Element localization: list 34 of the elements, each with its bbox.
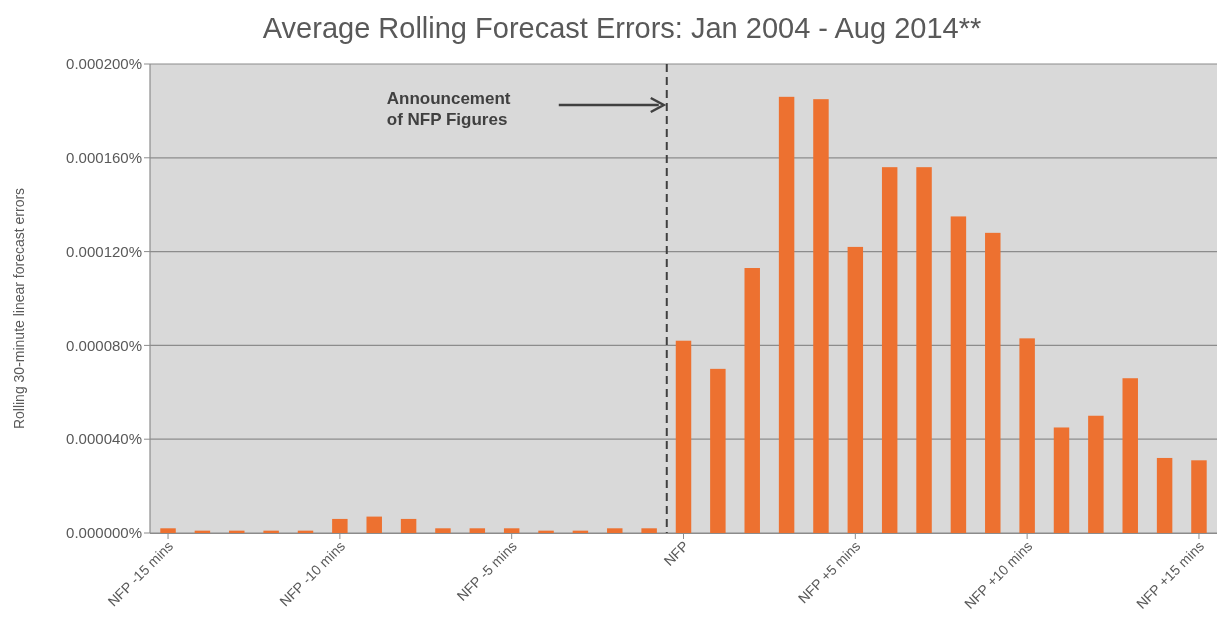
y-tick-label: 0.000000% xyxy=(66,524,142,542)
bar xyxy=(160,528,176,533)
y-tick-label: 0.000160% xyxy=(66,149,142,167)
chart-title: Average Rolling Forecast Errors: Jan 2004 - Aug 2014** xyxy=(262,12,982,44)
bar xyxy=(469,528,486,533)
y-tick-label: 0.000080% xyxy=(66,336,142,354)
bar xyxy=(916,167,932,533)
bar xyxy=(366,516,382,533)
bar xyxy=(813,99,829,533)
bar xyxy=(1019,338,1035,533)
bar xyxy=(744,268,760,533)
bar xyxy=(1191,460,1207,533)
bar xyxy=(778,96,795,533)
bar xyxy=(710,368,726,533)
bar xyxy=(1053,427,1070,533)
bar xyxy=(675,340,692,533)
bar xyxy=(435,528,451,533)
y-tick-label: 0.000040% xyxy=(66,430,142,448)
y-tick-label: 0.000200% xyxy=(66,55,142,73)
bar xyxy=(950,216,967,533)
bar xyxy=(985,232,1001,533)
bar xyxy=(503,528,520,533)
bar xyxy=(400,518,417,533)
ref-line-label: Announcement of NFP Figures xyxy=(386,89,511,129)
bar xyxy=(332,518,348,533)
bar xyxy=(1088,415,1104,533)
y-tick-label: 0.000120% xyxy=(66,242,142,260)
bar xyxy=(847,246,864,533)
bar xyxy=(1122,378,1138,533)
bar xyxy=(641,528,657,533)
y-axis-title: Rolling 30-minute linear forecast errors xyxy=(11,187,27,430)
bar xyxy=(881,167,898,533)
bar xyxy=(1156,457,1173,533)
bar xyxy=(607,528,623,533)
